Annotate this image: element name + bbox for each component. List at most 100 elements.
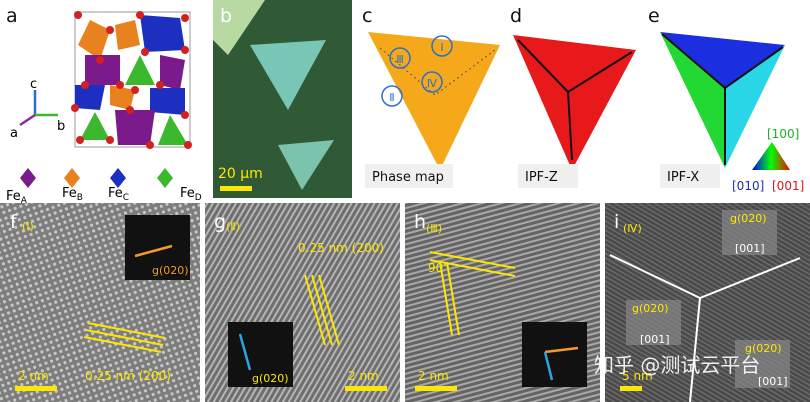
zone-label: [001] <box>735 242 765 255</box>
polyhedron <box>140 15 185 52</box>
region-circle <box>389 47 411 69</box>
legend-swatch <box>157 168 173 188</box>
region-label: Ⅲ <box>396 53 404 66</box>
panel-label: g <box>214 211 226 233</box>
fft-inset <box>522 322 587 387</box>
fringes <box>429 251 516 336</box>
panel-label: f <box>10 211 18 233</box>
panel-c: c Ⅰ Ⅱ Ⅲ Ⅳ Phase map <box>362 5 500 188</box>
flake <box>250 40 326 110</box>
region-circle <box>381 85 403 107</box>
fringes <box>304 274 340 346</box>
panel-label: i <box>614 211 619 233</box>
panel-label: a <box>6 5 18 27</box>
scale-bar <box>15 386 57 391</box>
caption-bg <box>660 164 720 188</box>
scale-bar <box>620 386 642 391</box>
legend-swatch <box>64 168 80 188</box>
polyhedron <box>80 112 110 140</box>
panel-label: d <box>510 5 522 27</box>
polyhedron <box>150 88 185 115</box>
caption: Phase map <box>372 170 444 185</box>
caption: IPF-Z <box>525 170 558 185</box>
ipf-grain <box>725 45 785 168</box>
panel-label: c <box>362 5 372 27</box>
scale-bar-label: 2 nm <box>18 369 49 383</box>
polyhedron <box>160 55 185 90</box>
color-key <box>752 142 790 170</box>
fft-inset <box>228 322 293 387</box>
region-label: (Ⅰ) <box>22 220 34 233</box>
watermark: 知乎 @测试云平台 <box>594 353 760 377</box>
flake <box>278 140 334 190</box>
scale-bar <box>220 186 252 191</box>
legend-swatch <box>110 168 126 188</box>
zone-label: [001] <box>758 375 788 388</box>
panel-a: a c a b FeA FeB FeC FeD <box>6 5 202 206</box>
axis-label: c <box>30 77 37 92</box>
fft-label: g(020) <box>632 302 669 315</box>
polyhedron <box>158 115 188 145</box>
caption: IPF-X <box>667 170 699 185</box>
ipf-grain <box>660 32 785 88</box>
scale-bar-label: 2 nm <box>418 369 449 383</box>
key-label: [001] <box>772 179 804 193</box>
spacing-label: 0.25 nm (200) <box>298 241 384 255</box>
scale-bar-label: 2 nm <box>348 369 379 383</box>
panel-label: e <box>648 5 660 27</box>
fft-inset <box>722 210 777 255</box>
polyhedron <box>75 85 105 110</box>
flake <box>213 0 265 55</box>
fringes <box>83 322 166 353</box>
polyhedron <box>78 20 110 60</box>
panel-i: i (Ⅳ) g(020) [001] g(020) [001] g(020) [… <box>594 203 810 402</box>
fft-label: g(020) <box>252 372 289 385</box>
arrow <box>238 333 252 371</box>
region-label: (Ⅲ) <box>426 222 442 235</box>
scale-bar <box>345 386 387 391</box>
polyhedron <box>110 85 135 110</box>
key-label: [010] <box>732 179 764 193</box>
scale-bar <box>415 386 457 391</box>
legend-label: FeB <box>62 186 83 203</box>
fft-label: g(020) <box>730 212 767 225</box>
panel-e: e IPF-X [100] [010] [001] <box>648 5 804 193</box>
arrow <box>134 244 173 258</box>
legend-swatch <box>20 168 36 188</box>
region-label: Ⅰ <box>440 41 443 54</box>
region-label: Ⅱ <box>389 91 394 104</box>
zone-label: [001] <box>640 333 670 346</box>
panel-g: g (Ⅱ) 0.25 nm (200) g(020) 2 nm <box>205 203 400 402</box>
boundary <box>567 91 573 161</box>
scale-bar-label: 20 μm <box>218 166 263 182</box>
region-label: (Ⅱ) <box>226 220 240 233</box>
region-label: Ⅳ <box>427 77 438 90</box>
caption-bg <box>365 164 453 188</box>
fft-inset <box>125 215 190 280</box>
legend-label: FeD <box>180 186 202 203</box>
key-label: [100] <box>767 127 799 141</box>
panel-label: b <box>220 5 232 27</box>
panel-b: b 20 μm <box>213 0 352 198</box>
ipf-grain <box>660 32 725 168</box>
legend-label: FeA <box>6 189 28 206</box>
fft-label: g(020) <box>152 264 189 277</box>
fft-inset <box>735 340 790 388</box>
region-label: (Ⅳ) <box>623 222 642 235</box>
grain-boundary <box>609 254 801 402</box>
spacing-label: 0.25 nm (200) <box>85 369 171 383</box>
angle-label: 90° <box>428 261 449 275</box>
arrow <box>543 351 554 381</box>
panel-h: h (Ⅲ) 90° 2 nm <box>405 203 600 402</box>
polyhedron <box>115 20 140 50</box>
axis-arrow <box>19 113 36 127</box>
scale-bar-label: 5 nm <box>622 369 653 383</box>
panel-f: f (Ⅰ) g(020) 0.25 nm (200) 2 nm <box>0 203 200 402</box>
fft-label: g(020) <box>745 342 782 355</box>
legend-label: FeC <box>108 186 129 203</box>
unit-cell <box>74 11 191 148</box>
panel-d: d IPF-Z <box>510 5 636 188</box>
polyhedron <box>115 110 155 145</box>
oxygen-atoms <box>71 11 192 149</box>
